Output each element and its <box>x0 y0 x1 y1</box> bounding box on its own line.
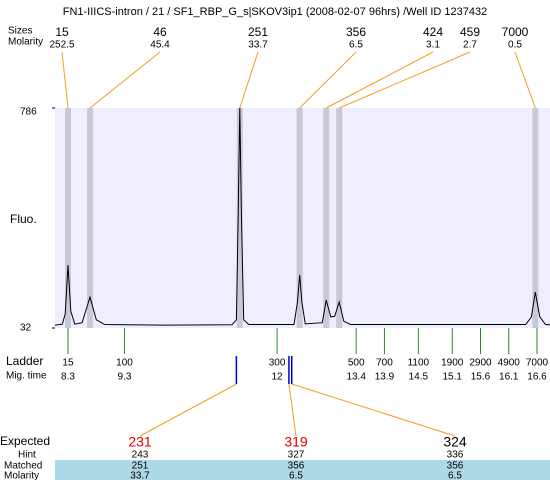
peak-size: 46 <box>153 25 167 39</box>
peak-band <box>336 108 343 328</box>
matched-molarity: 33.7 <box>130 471 150 480</box>
peak-size: 7000 <box>502 25 529 39</box>
y-label: Fluo. <box>10 212 37 226</box>
matched-molarity: 6.5 <box>289 471 303 480</box>
peak-molarity: 252.5 <box>49 40 74 51</box>
expected-size: 324 <box>443 434 467 450</box>
peak-size: 424 <box>423 25 443 39</box>
peak-size: 356 <box>346 25 366 39</box>
peak-molarity: 0.5 <box>508 40 522 51</box>
peak-connector <box>61 51 69 109</box>
ladder-size: 4900 <box>498 358 521 369</box>
matched-label: Matched <box>4 461 42 472</box>
peak-band <box>87 108 94 328</box>
expected-size: 231 <box>128 434 152 450</box>
peak-size: 15 <box>55 25 69 39</box>
peak-band <box>323 108 330 328</box>
ladder-time: 8.3 <box>61 372 75 383</box>
ladder-size: 700 <box>376 358 393 369</box>
ladder-size: 1100 <box>408 358 430 369</box>
ladder-label: Ladder <box>6 354 43 368</box>
title: FN1-IIICS-intron / 21 / SF1_RBP_G_s|SKOV… <box>63 6 488 18</box>
ladder-size: 15 <box>62 358 74 369</box>
ladder-time: 12 <box>272 372 284 383</box>
hint-size: 336 <box>447 450 464 461</box>
ladder-time: 9.3 <box>118 372 132 383</box>
ladder-size: 1900 <box>441 358 464 369</box>
ladder-size: 100 <box>116 358 133 369</box>
peak-molarity: 6.5 <box>349 40 363 51</box>
expected-size: 319 <box>284 434 308 450</box>
matched-row <box>55 460 550 480</box>
expected-label: Expected <box>0 434 50 448</box>
peak-band <box>64 108 71 328</box>
ladder-time: 13.9 <box>375 372 395 383</box>
ladder-time: 16.6 <box>527 372 547 383</box>
peak-molarity: 45.4 <box>150 40 170 51</box>
peak-band <box>236 108 243 328</box>
peak-size: 251 <box>248 25 268 39</box>
trace <box>54 107 550 326</box>
sizes-label: Sizes <box>8 26 32 37</box>
ladder-size: 7000 <box>526 358 549 369</box>
matched-size: 356 <box>288 461 305 472</box>
peak-connector <box>89 51 161 109</box>
hint-size: 243 <box>132 450 149 461</box>
matched-size: 356 <box>447 461 464 472</box>
hint-size: 327 <box>288 450 305 461</box>
molarity-row-label: Molarity <box>4 471 39 480</box>
ladder-time: 15.1 <box>443 372 463 383</box>
expected-connector <box>291 383 456 437</box>
molarity-label: Molarity <box>8 37 43 48</box>
ladder-time: 16.1 <box>499 372 519 383</box>
peak-connector <box>339 51 471 109</box>
ladder-time: 15.6 <box>471 372 491 383</box>
expected-connector <box>288 383 297 437</box>
peak-connector <box>326 51 434 109</box>
peak-connector <box>299 51 357 109</box>
y-tick-label: 32 <box>20 323 32 334</box>
peak-molarity: 3.1 <box>426 40 440 51</box>
matched-molarity: 6.5 <box>448 471 462 480</box>
ladder-size: 500 <box>348 358 365 369</box>
peak-connector <box>514 51 536 109</box>
hint-label: Hint <box>18 450 36 461</box>
ladder-time: 14.5 <box>409 372 429 383</box>
ladder-size: 300 <box>269 358 286 369</box>
expected-connector <box>139 383 237 437</box>
peak-size: 459 <box>460 25 480 39</box>
y-tick-label: 786 <box>20 107 37 118</box>
matched-size: 251 <box>132 461 149 472</box>
ladder-time: 13.4 <box>346 372 366 383</box>
peak-band <box>532 108 539 328</box>
peak-molarity: 33.7 <box>248 40 268 51</box>
mig-time-label: Mig. time <box>6 371 47 382</box>
peak-molarity: 2.7 <box>463 40 477 51</box>
peak-connector <box>239 51 259 109</box>
ladder-size: 2900 <box>469 358 492 369</box>
peak-band <box>296 108 303 328</box>
